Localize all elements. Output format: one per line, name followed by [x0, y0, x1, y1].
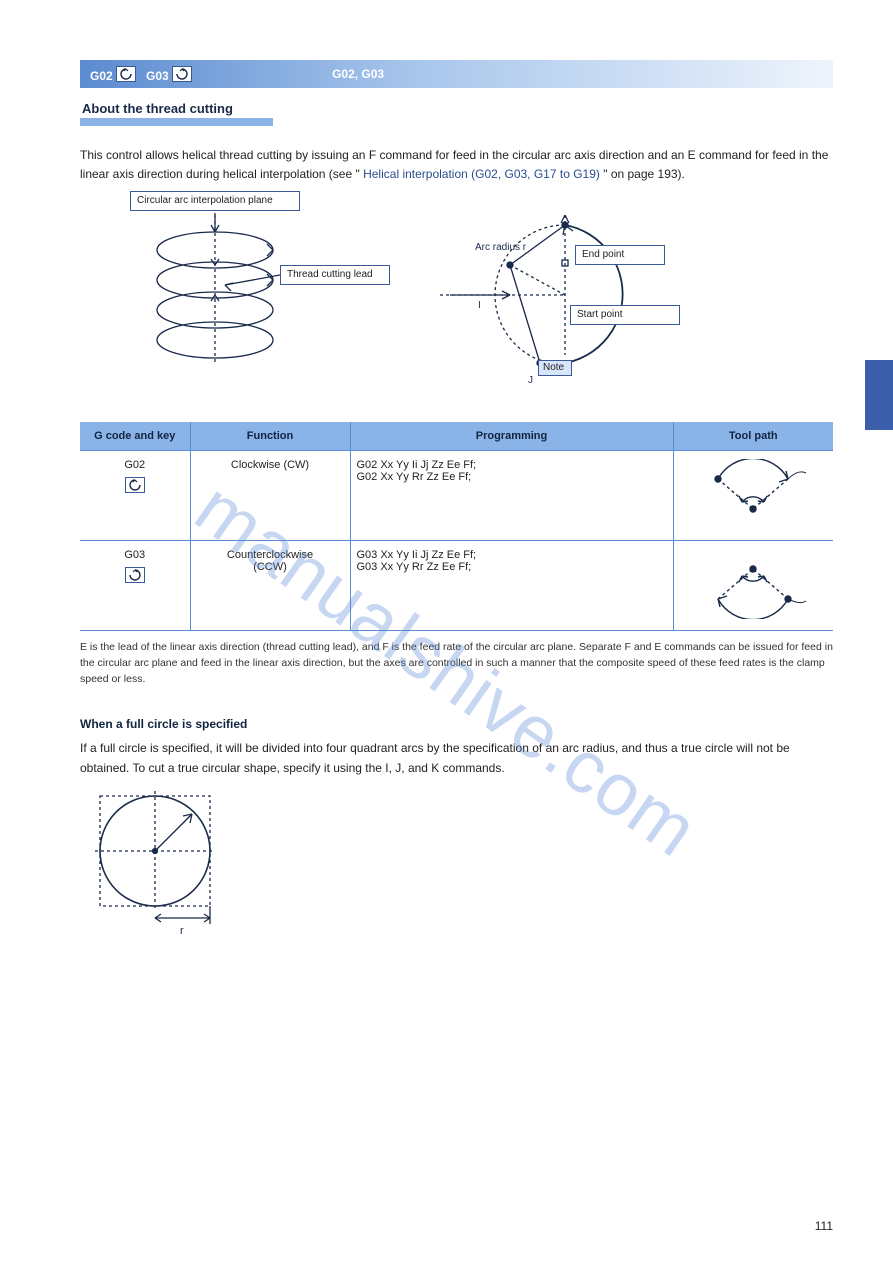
intro-b: " on page 193). — [603, 167, 685, 181]
intro-text: This control allows helical thread cutti… — [80, 146, 833, 184]
toolpath-ccw — [698, 549, 808, 619]
row-func: Clockwise (CW) — [190, 450, 350, 540]
callout-arcplane: Circular arc interpolation plane — [130, 191, 300, 211]
subheader-wrap: About the thread cutting — [80, 100, 833, 126]
cw-icon — [125, 477, 145, 493]
header-title: G02 G03 — [90, 66, 192, 83]
ccw-icon — [172, 66, 192, 82]
lbl-j: J — [528, 375, 533, 386]
th-func: Function — [190, 422, 350, 451]
callout-endpoint: End point — [575, 245, 665, 265]
callout-note: Note — [538, 360, 572, 376]
table-footnote: E is the lead of the linear axis directi… — [80, 639, 833, 688]
toolpath-cw — [698, 459, 808, 529]
side-tab — [865, 360, 893, 430]
figure-arcplan: Arc radius r I J End point Start point N… — [420, 195, 700, 400]
subheader: About the thread cutting — [80, 102, 273, 126]
lbl-radius: Arc radius r — [475, 242, 527, 253]
row-code: G02 — [124, 459, 145, 471]
helical-svg — [80, 195, 380, 395]
lbl-i: I — [478, 300, 481, 311]
figure-row: Circular arc interpolation plane — [80, 195, 833, 400]
callout-lead: Thread cutting lead — [280, 265, 390, 285]
section2-head: When a full circle is specified — [80, 717, 833, 731]
th-key: G code and key — [80, 422, 190, 451]
callout-startpoint: Start point — [570, 305, 680, 325]
page-number: 111 — [815, 1219, 833, 1233]
hdr-g03: G03 — [146, 69, 169, 83]
lbl-r: r — [180, 925, 184, 937]
row-func: Counterclockwise (CCW) — [190, 540, 350, 630]
table-row: G03 Counterclockwise (CCW) G03 Xx Yy Ii … — [80, 540, 833, 630]
cw-icon — [116, 66, 136, 82]
full-circle-fig: r — [80, 786, 240, 946]
row-prog: G02 Xx Yy Ii Jj Zz Ee Ff; G02 Xx Yy Rr Z… — [350, 450, 673, 540]
row-code: G03 — [124, 549, 145, 561]
header-codes: G02, G03 — [332, 67, 384, 81]
th-path: Tool path — [673, 422, 833, 451]
table-row: G02 Clockwise (CW) G02 Xx Yy Ii Jj Zz Ee… — [80, 450, 833, 540]
figure-helical: Circular arc interpolation plane — [80, 195, 380, 400]
section2-body: If a full circle is specified, it will b… — [80, 739, 833, 777]
row-prog: G03 Xx Yy Ii Jj Zz Ee Ff; G03 Xx Yy Rr Z… — [350, 540, 673, 630]
gcode-table: G code and key Function Programming Tool… — [80, 422, 833, 631]
th-prog: Programming — [350, 422, 673, 451]
intro-link[interactable]: Helical interpolation (G02, G03, G17 to … — [363, 167, 600, 181]
ccw-icon — [125, 567, 145, 583]
header-bar: G02 G03 G02, G03 — [80, 60, 833, 88]
hdr-g02: G02 — [90, 69, 113, 83]
